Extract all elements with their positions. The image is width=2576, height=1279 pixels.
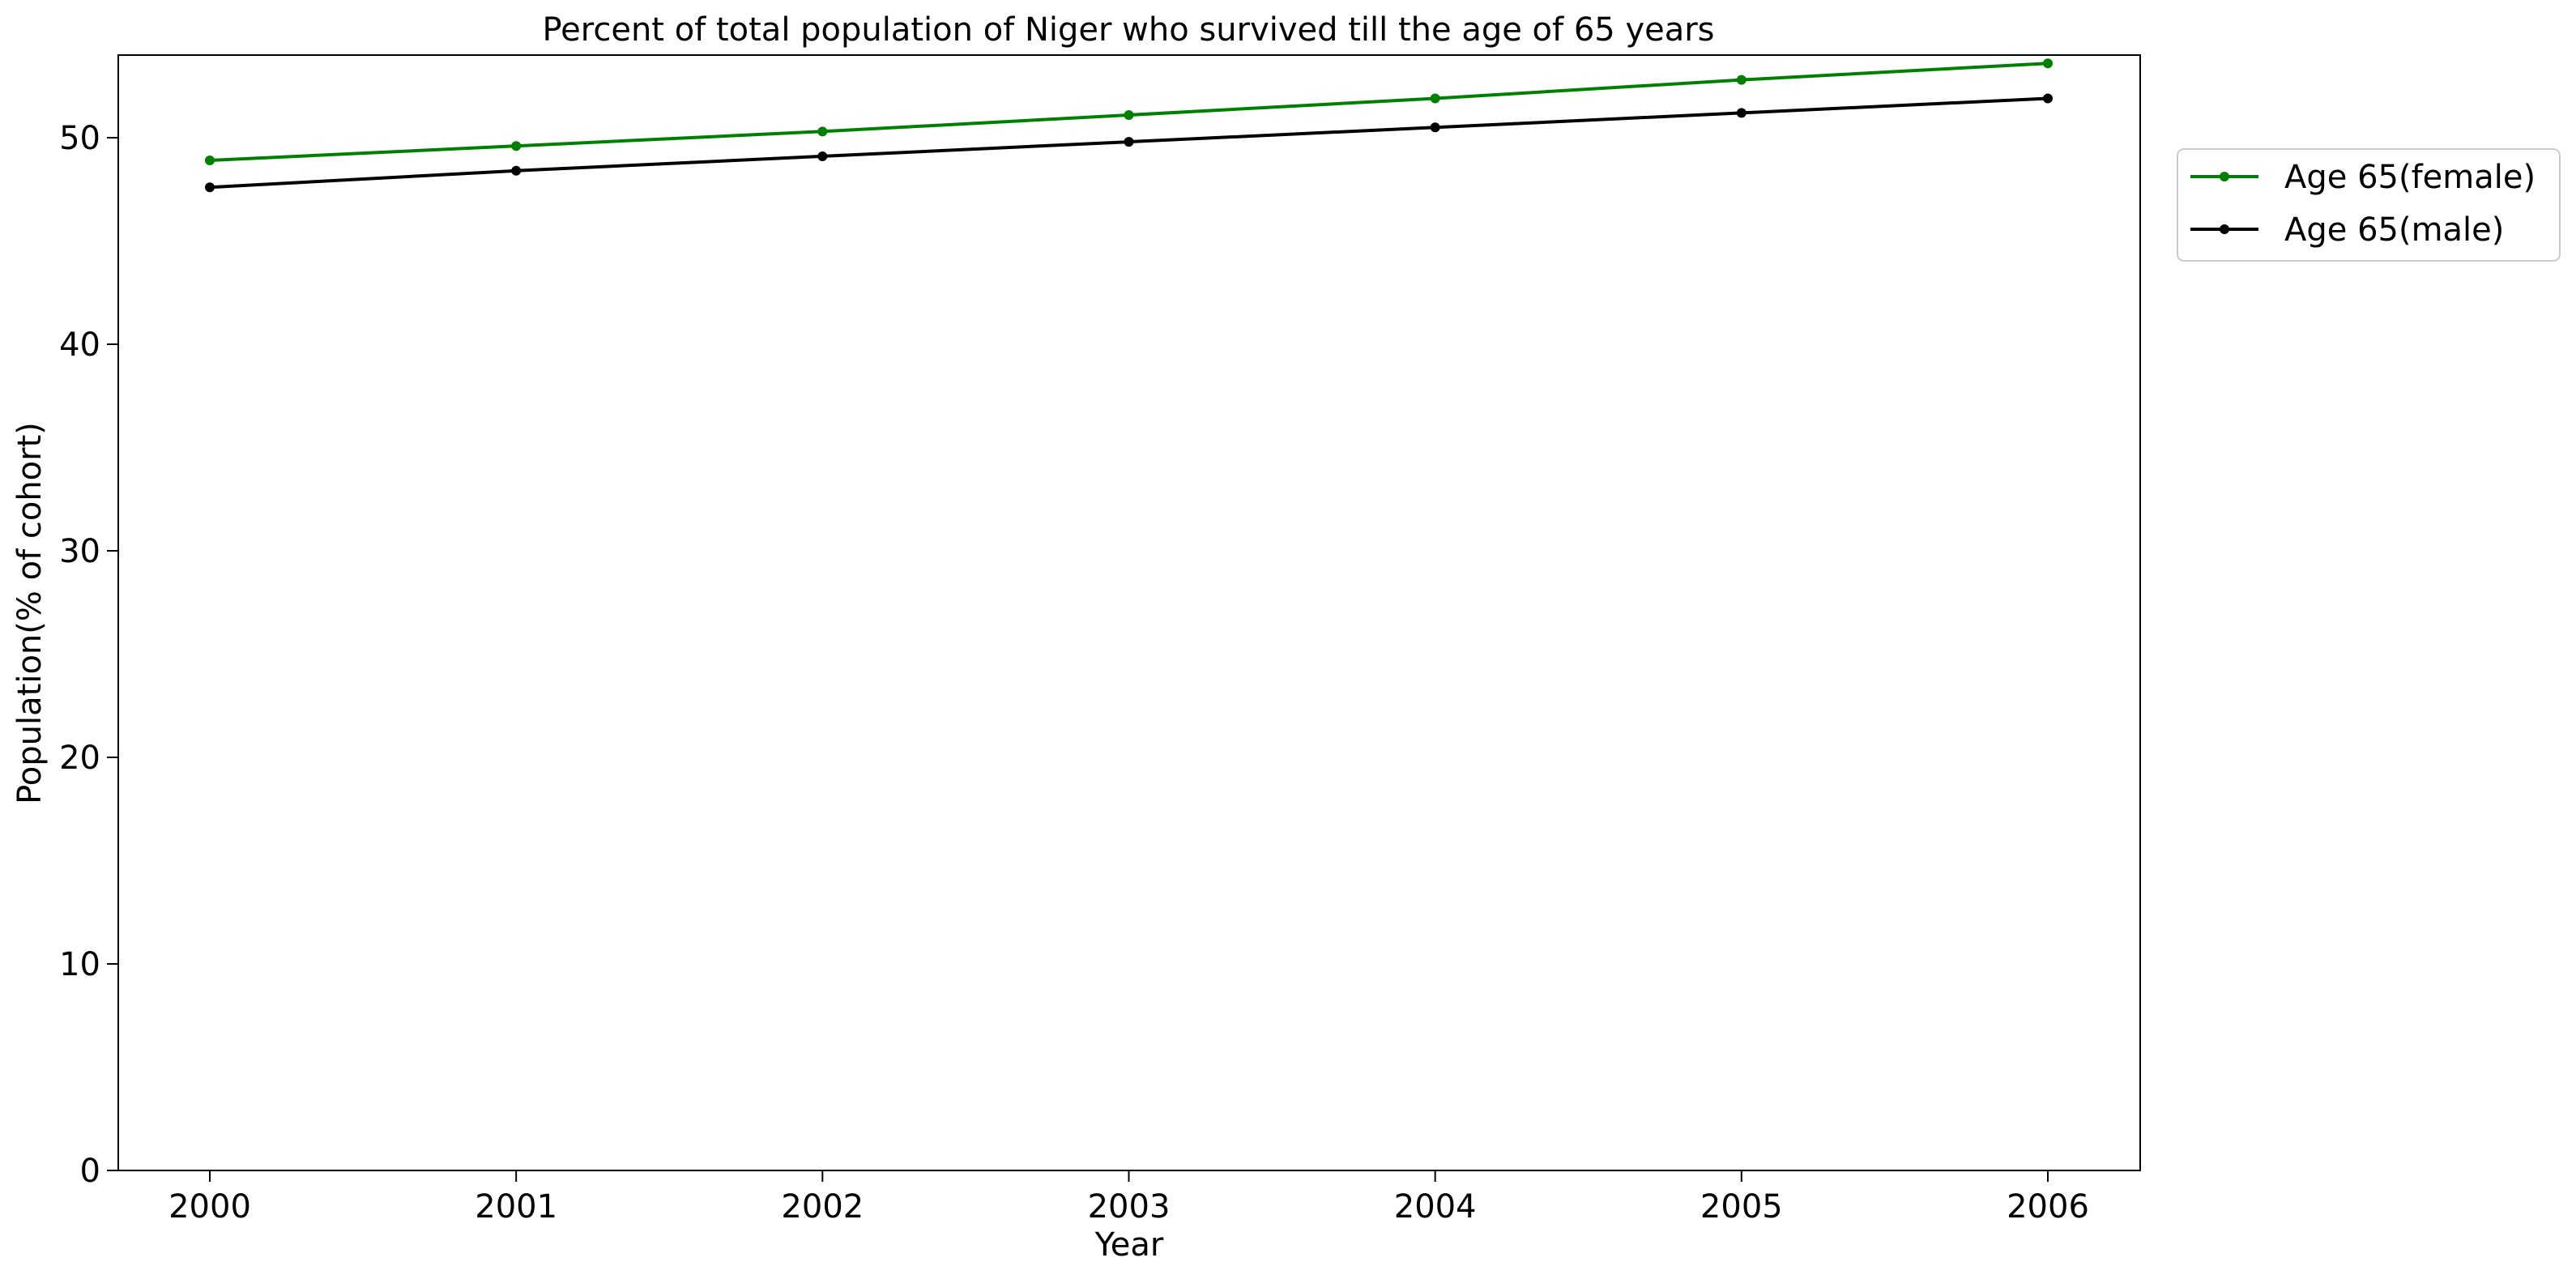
legend-label-male: Age 65(male) (2284, 211, 2504, 249)
data-point (1124, 109, 1134, 120)
x-tick-label: 2000 (168, 1188, 251, 1226)
x-tick-label: 2002 (781, 1188, 864, 1226)
x-tick-label: 2004 (1394, 1188, 1477, 1226)
data-point (1124, 137, 1134, 147)
y-axis: 0 10 20 30 40 50 (59, 120, 118, 1190)
x-axis-label: Year (1094, 1226, 1164, 1264)
data-point (1430, 93, 1440, 104)
data-point (511, 141, 522, 151)
legend: Age 65(female) Age 65(male) (2177, 148, 2561, 262)
data-point (1736, 108, 1746, 118)
x-tick-label: 2005 (1700, 1188, 1783, 1226)
y-tick-label: 0 (80, 1153, 100, 1190)
data-point (511, 165, 522, 176)
y-tick-label: 40 (59, 326, 100, 364)
x-tick-label: 2003 (1088, 1188, 1171, 1226)
x-axis: 2000 2001 2002 2003 2004 2005 2006 (168, 1170, 2089, 1226)
data-point (2043, 58, 2053, 69)
legend-marker-male (2220, 224, 2229, 234)
series-layer (205, 58, 2053, 193)
data-point (205, 182, 215, 193)
x-tick-label: 2006 (2007, 1188, 2089, 1226)
y-tick-label: 30 (59, 533, 100, 570)
data-point (817, 151, 828, 161)
chart-title: Percent of total population of Niger who… (542, 11, 1714, 49)
y-axis-label: Population(% of cohort) (11, 422, 49, 804)
x-tick-label: 2001 (475, 1188, 557, 1226)
y-tick-label: 20 (59, 740, 100, 777)
data-point (205, 156, 215, 166)
data-point (817, 126, 828, 137)
y-tick-label: 50 (59, 120, 100, 157)
legend-marker-female (2220, 172, 2229, 181)
data-point (1430, 122, 1440, 133)
data-point (1736, 75, 1746, 85)
data-point (2043, 93, 2053, 104)
legend-label-female: Age 65(female) (2284, 159, 2535, 196)
legend-frame (2177, 148, 2561, 262)
y-tick-label: 10 (59, 946, 100, 983)
